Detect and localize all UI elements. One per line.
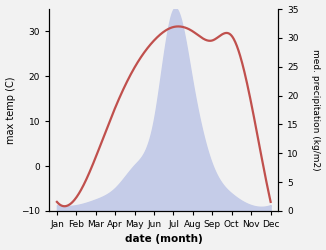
- X-axis label: date (month): date (month): [125, 234, 203, 244]
- Y-axis label: med. precipitation (kg/m2): med. precipitation (kg/m2): [311, 49, 320, 171]
- Y-axis label: max temp (C): max temp (C): [6, 76, 16, 144]
